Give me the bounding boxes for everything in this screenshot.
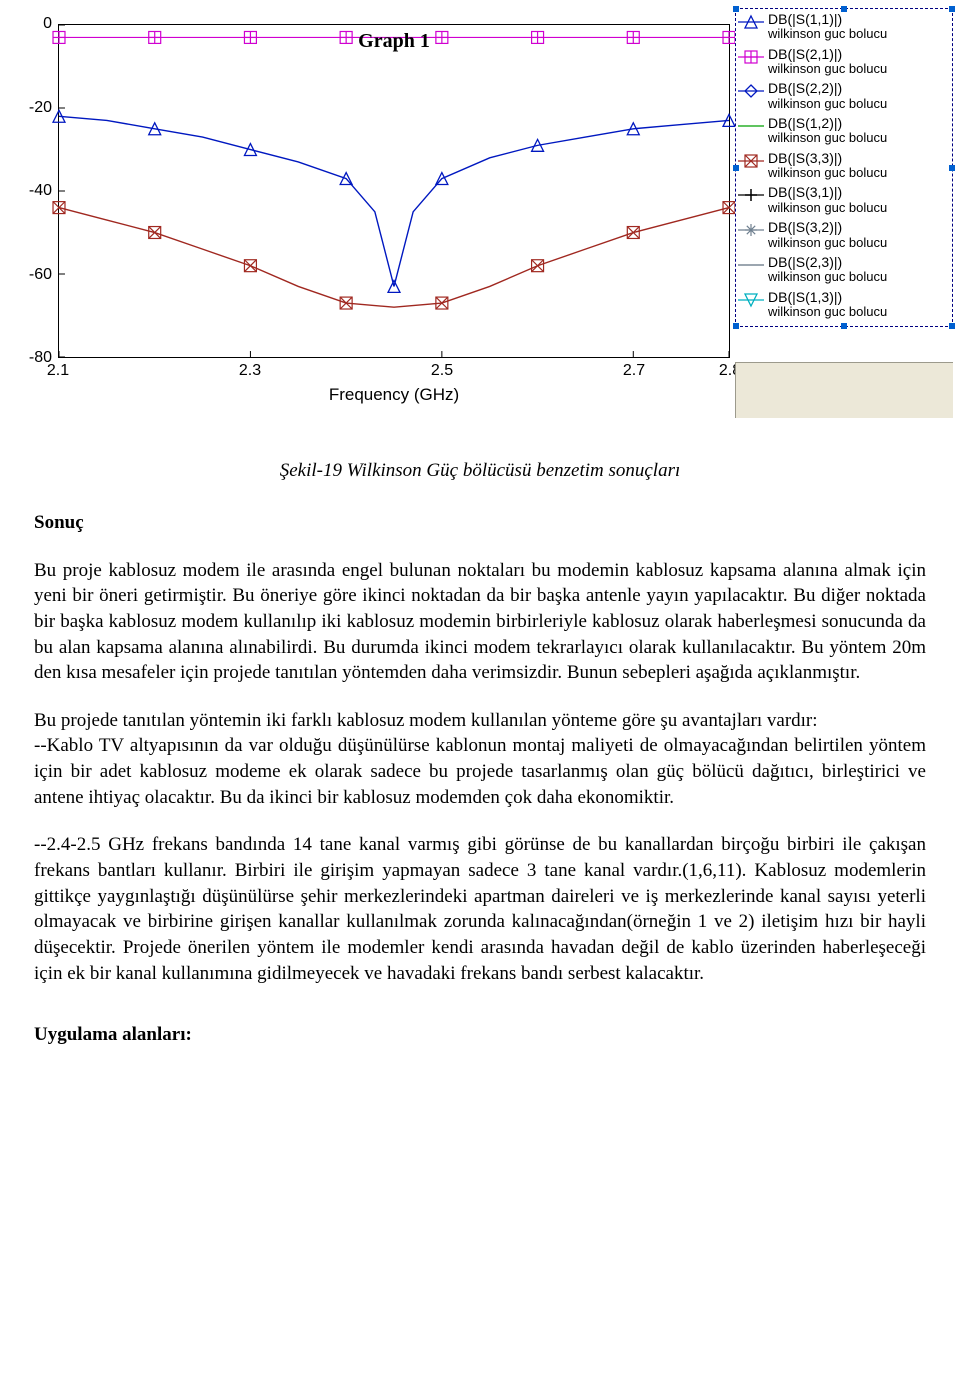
legend-label: DB(|S(3,3)|) <box>768 151 887 166</box>
legend-item: DB(|S(1,2)|)wilkinson guc bolucu <box>738 116 950 146</box>
figure-caption: Şekil-19 Wilkinson Güç bölücüsü benzetim… <box>0 460 960 482</box>
x-tick-label: 2.5 <box>412 362 472 380</box>
paragraph: Bu proje kablosuz modem ile arasında eng… <box>34 558 926 686</box>
plot-box <box>58 24 730 358</box>
legend-item: DB(|S(2,1)|)wilkinson guc bolucu <box>738 47 950 77</box>
selection-handle-icon <box>733 6 739 12</box>
selection-handle-icon <box>733 323 739 329</box>
legend-item: DB(|S(3,2)|)wilkinson guc bolucu <box>738 220 950 250</box>
legend-sublabel: wilkinson guc bolucu <box>768 97 887 111</box>
x-axis-label: Frequency (GHz) <box>58 385 730 405</box>
legend-label: DB(|S(3,1)|) <box>768 185 887 200</box>
y-tick-label: 0 <box>8 15 52 33</box>
document-content: Sonuç Bu proje kablosuz modem ile arasın… <box>0 510 960 1110</box>
paragraph: --2.4-2.5 GHz frekans bandında 14 tane k… <box>34 832 926 986</box>
side-panel-background <box>735 362 953 418</box>
legend-box: DB(|S(1,1)|)wilkinson guc bolucuDB(|S(2,… <box>735 8 953 327</box>
page: Graph 1 0-20-40-60-80 2.12.32.52.72.8 Fr… <box>0 0 960 1110</box>
legend-marker-icon <box>738 49 764 65</box>
y-tick-label: -20 <box>8 99 52 117</box>
legend-marker-icon <box>738 292 764 308</box>
legend-sublabel: wilkinson guc bolucu <box>768 270 887 284</box>
legend-label: DB(|S(2,1)|) <box>768 47 887 62</box>
paragraph: Bu projede tanıtılan yöntemin iki farklı… <box>34 708 926 811</box>
legend-marker-icon <box>738 222 764 238</box>
selection-handle-icon <box>949 6 955 12</box>
legend-item: DB(|S(2,3)|)wilkinson guc bolucu <box>738 255 950 285</box>
legend-item: DB(|S(1,1)|)wilkinson guc bolucu <box>738 12 950 42</box>
selection-handle-icon <box>733 165 739 171</box>
selection-handle-icon <box>949 323 955 329</box>
legend-sublabel: wilkinson guc bolucu <box>768 131 887 145</box>
legend-marker-icon <box>738 187 764 203</box>
x-tick-label: 2.1 <box>28 362 88 380</box>
legend-sublabel: wilkinson guc bolucu <box>768 236 887 250</box>
legend-label: DB(|S(3,2)|) <box>768 220 887 235</box>
legend-sublabel: wilkinson guc bolucu <box>768 305 887 319</box>
selection-handle-icon <box>841 323 847 329</box>
y-tick-label: -40 <box>8 182 52 200</box>
section-heading: Sonuç <box>34 510 926 536</box>
legend-item: DB(|S(2,2)|)wilkinson guc bolucu <box>738 81 950 111</box>
legend-item: DB(|S(1,3)|)wilkinson guc bolucu <box>738 290 950 320</box>
legend-marker-icon <box>738 153 764 169</box>
chart-area: Graph 1 0-20-40-60-80 2.12.32.52.72.8 Fr… <box>0 0 960 420</box>
section-heading: Uygulama alanları: <box>34 1022 926 1048</box>
legend-sublabel: wilkinson guc bolucu <box>768 27 887 41</box>
legend-label: DB(|S(2,3)|) <box>768 255 887 270</box>
legend-label: DB(|S(1,3)|) <box>768 290 887 305</box>
plot-svg <box>59 25 729 357</box>
legend-marker-icon <box>738 14 764 30</box>
selection-handle-icon <box>949 165 955 171</box>
legend-label: DB(|S(1,1)|) <box>768 12 887 27</box>
legend-marker-icon <box>738 83 764 99</box>
x-tick-label: 2.3 <box>220 362 280 380</box>
legend-sublabel: wilkinson guc bolucu <box>768 62 887 76</box>
legend-item: DB(|S(3,3)|)wilkinson guc bolucu <box>738 151 950 181</box>
legend-item: DB(|S(3,1)|)wilkinson guc bolucu <box>738 185 950 215</box>
x-tick-label: 2.7 <box>604 362 664 380</box>
legend-sublabel: wilkinson guc bolucu <box>768 166 887 180</box>
legend-marker-icon <box>738 118 764 134</box>
legend-marker-icon <box>738 257 764 273</box>
legend-sublabel: wilkinson guc bolucu <box>768 201 887 215</box>
selection-handle-icon <box>841 6 847 12</box>
y-tick-label: -60 <box>8 266 52 284</box>
legend-label: DB(|S(1,2)|) <box>768 116 887 131</box>
legend-label: DB(|S(2,2)|) <box>768 81 887 96</box>
